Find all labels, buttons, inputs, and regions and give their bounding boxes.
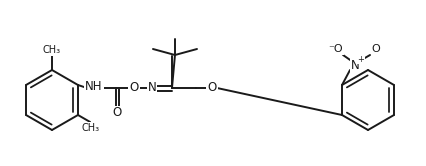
- Text: O: O: [112, 107, 122, 120]
- Text: CH₃: CH₃: [43, 45, 61, 55]
- Text: ⁻O: ⁻O: [328, 44, 343, 54]
- Text: O: O: [371, 44, 380, 54]
- Text: N: N: [350, 58, 359, 72]
- Text: +: +: [357, 54, 364, 64]
- Text: N: N: [147, 81, 156, 93]
- Text: O: O: [207, 81, 216, 93]
- Text: NH: NH: [85, 80, 103, 92]
- Text: O: O: [129, 81, 138, 93]
- Text: CH₃: CH₃: [81, 123, 99, 133]
